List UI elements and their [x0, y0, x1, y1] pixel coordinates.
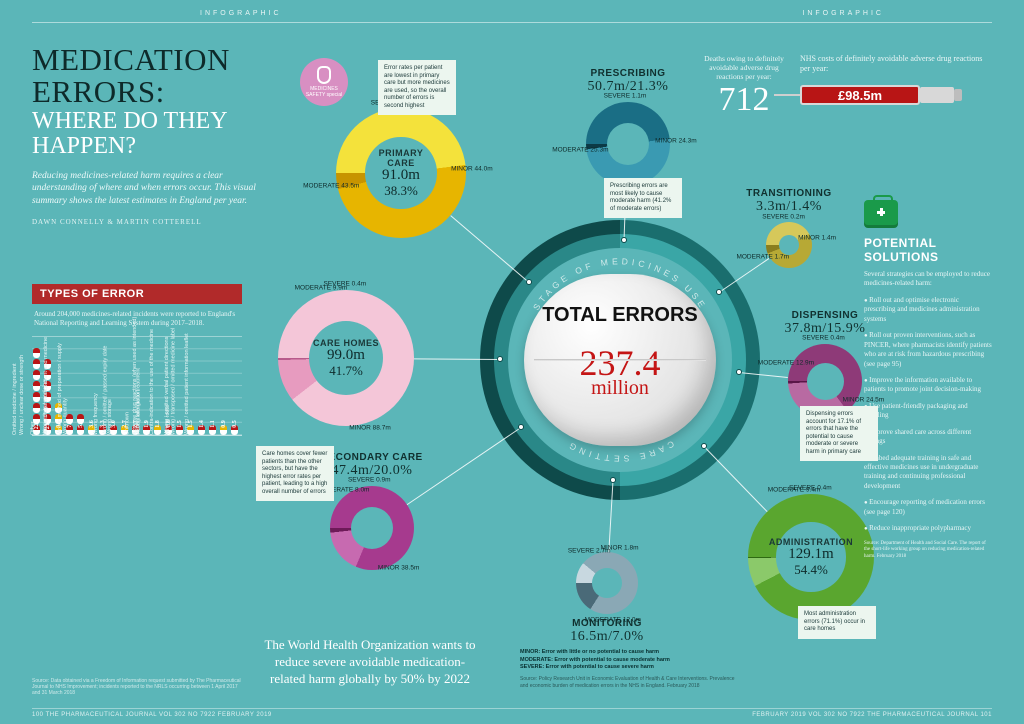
segment-callout: MODERATE 12.0m — [585, 616, 641, 623]
footer: 100 THE PHARMACEUTICAL JOURNAL VOL 302 N… — [32, 708, 992, 718]
segment-callout: MINOR 44.0m — [451, 165, 493, 172]
solution-item: Embed adequate training in safe and effe… — [864, 454, 992, 492]
note-primary: Error rates per patient are lowest in pr… — [378, 60, 456, 115]
segment-callout: MINOR 88.7m — [349, 425, 391, 432]
lede: Reducing medicines-related harm requires… — [32, 170, 262, 208]
sector-title-transitioning: TRANSITIONING3.3m/1.4% — [729, 188, 849, 215]
segment-callout: SEVERE 0.9m — [348, 477, 391, 484]
syringe-icon: £98.5m — [800, 77, 970, 113]
segment-callout: SEVERE 0.4m — [789, 485, 832, 492]
segment-callout: MODERATE 12.9m — [758, 360, 814, 367]
types-header: TYPES OF ERROR — [32, 284, 242, 304]
segment-callout: MINOR 24.3m — [655, 137, 697, 144]
severity-legend: MINOR: Error with little or no potential… — [520, 649, 740, 690]
segment-callout: MINOR 1.4m — [798, 234, 836, 241]
potential-solutions: POTENTIAL SOLUTIONS Several strategies c… — [864, 200, 992, 568]
kpi-deaths: Deaths owing to definitely avoidable adv… — [700, 54, 788, 119]
solutions-intro: Several strategies can be employed to re… — [864, 270, 992, 289]
pill-icon: TOTAL ERRORS 237.4 million — [524, 274, 716, 446]
center-total: STAGE OF MEDICINES USE CARE SETTING TOTA… — [480, 220, 760, 500]
types-of-error: TYPES OF ERROR Around 204,000 medicines-… — [32, 284, 242, 586]
segment-callout: MODERATE 25.3m — [552, 147, 608, 154]
note-dispensing: Dispensing errors account for 17.1% of e… — [800, 406, 878, 461]
segment-callout: SEVERE 2.7m — [568, 547, 611, 554]
note-admin: Most administration errors (71.1%) occur… — [798, 606, 876, 639]
solution-item: Roll out proven interventions, such as P… — [864, 331, 992, 369]
solution-item: Use patient-friendly packaging and label… — [864, 402, 992, 421]
donut-secondary — [330, 486, 414, 570]
segment-callout: SEVERE 0.4m — [802, 335, 845, 342]
kpi-cost: NHS costs of definitely avoidable advers… — [800, 54, 990, 113]
who-quote: The World Health Organization wants to r… — [260, 637, 480, 688]
title: MEDICATION ERRORS: — [32, 44, 312, 107]
first-aid-icon — [864, 200, 898, 228]
segment-callout: SEVERE 0.4m — [324, 281, 367, 288]
subtitle: WHERE DO THEY HAPPEN? — [32, 109, 312, 159]
section-label: INFOGRAPHIC — [802, 10, 884, 17]
solution-item: Roll out and optimise electronic prescri… — [864, 296, 992, 324]
note-prescribing: Prescribing errors are most likely to ca… — [604, 178, 682, 218]
segment-callout: MODERATE 1.7m — [736, 254, 789, 261]
segment-callout: MODERATE 43.5m — [303, 183, 359, 190]
safety-badge-icon: MEDICINES SAFETY special — [300, 58, 348, 106]
segment-callout: MINOR 38.5m — [378, 564, 420, 571]
solutions-source: Source: Department of Health and Social … — [864, 541, 992, 561]
sector-title-prescribing: PRESCRIBING50.7m/21.3% — [568, 68, 688, 95]
total-label: TOTAL ERRORS — [542, 305, 698, 325]
types-source: Source: Data obtained via a Freedom of I… — [32, 678, 242, 696]
donut-primary: PRIMARY CARE91.0m38.3% — [336, 108, 466, 238]
donut-administration: ADMINISTRATION129.1m54.4% — [748, 494, 874, 620]
solution-item: Reduce inappropriate polypharmacy — [864, 524, 992, 533]
authors: DAWN CONNELLY & MARTIN COTTERELL — [32, 218, 312, 226]
solution-item: Encourage reporting of medication errors… — [864, 498, 992, 517]
solutions-header: POTENTIAL SOLUTIONS — [864, 236, 992, 264]
solution-item: Improve the information available to pat… — [864, 376, 992, 395]
solution-item: Improve shared care across different set… — [864, 428, 992, 447]
donut-carehomes: CARE HOMES99.0m41.7% — [278, 290, 414, 426]
headline: MEDICATION ERRORS: WHERE DO THEY HAPPEN?… — [32, 44, 312, 226]
donut-monitoring — [576, 552, 638, 614]
total-value: 237.4 million — [580, 347, 661, 397]
section-label: INFOGRAPHIC — [200, 10, 282, 17]
segment-callout: SEVERE 1.1m — [604, 93, 647, 100]
donut-transitioning — [766, 222, 812, 268]
note-carehomes: Care homes cover fewer patients than the… — [256, 446, 334, 501]
types-bar-chart: 22.8Other21.3Omitted medicine / ingredie… — [32, 336, 242, 436]
segment-callout: SEVERE 0.2m — [762, 213, 805, 220]
